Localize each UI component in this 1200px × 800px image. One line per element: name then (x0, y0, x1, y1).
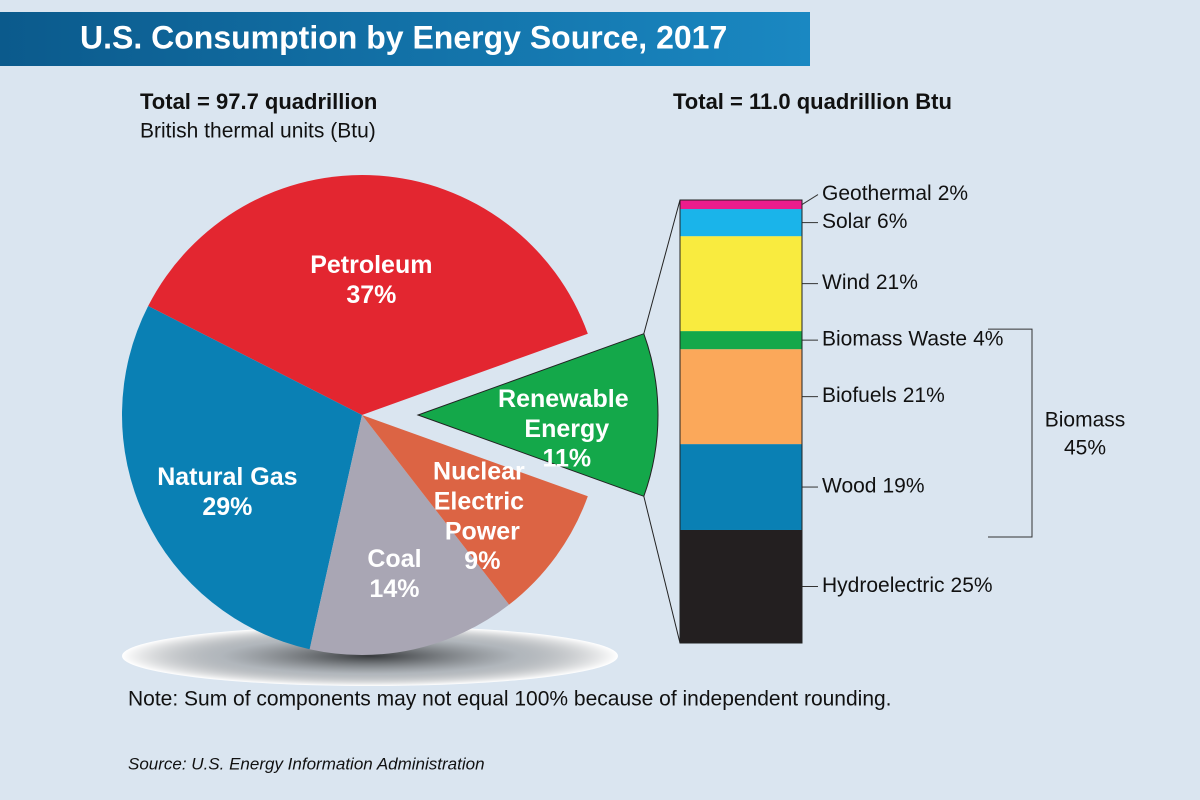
slice-value-label: 37% (346, 281, 396, 309)
source: Source: U.S. Energy Information Administ… (128, 754, 485, 773)
connector (643, 496, 681, 644)
pie-slice (416, 333, 659, 497)
pie-shadow (122, 626, 618, 686)
segment-value-label: 2% (938, 182, 968, 205)
segment-label: Hydroelectric (822, 574, 945, 597)
group-bracket (988, 328, 1033, 538)
note: Note: Sum of components may not equal 10… (128, 688, 892, 711)
bar-outline (679, 199, 803, 644)
group-value-label: 45% (1064, 437, 1106, 460)
bar-segment (680, 331, 802, 350)
pie-slice (148, 174, 588, 415)
pie-slice (121, 306, 362, 650)
connector (643, 199, 681, 334)
segment-label: Wind (822, 271, 870, 294)
slice-value-label: 9% (464, 547, 500, 575)
bar-segment (680, 236, 802, 332)
bar-segment (680, 444, 802, 530)
segment-value-label: 19% (882, 475, 924, 498)
segment-value-label: 6% (877, 210, 907, 233)
slice-label: Natural Gas (157, 463, 297, 491)
segment-value-label: 25% (951, 574, 993, 597)
segment-label: Biomass Waste (822, 328, 967, 351)
bar-segment (680, 209, 802, 237)
pie-total: Total = 97.7 quadrillion (140, 89, 377, 114)
slice-label: Petroleum (310, 251, 432, 279)
segment-label: Biofuels (822, 384, 897, 407)
segment-label: Solar (822, 210, 871, 233)
bar-segment (680, 200, 802, 210)
title-band (0, 12, 810, 66)
leader-line (801, 194, 819, 205)
slice-label: Renewable Energy (498, 385, 636, 443)
slice-label: Nuclear Electric Power (433, 457, 532, 545)
slice-value-label: 29% (202, 493, 252, 521)
slice-value-label: 14% (369, 575, 419, 603)
bar-subtitle: Total = 11.0 quadrillion Btu (673, 89, 952, 114)
title: U.S. Consumption by Energy Source, 2017 (80, 19, 727, 55)
segment-label: Geothermal (822, 182, 932, 205)
segment-value-label: 21% (903, 384, 945, 407)
segment-value-label: 21% (876, 271, 918, 294)
pie-slice (309, 415, 510, 655)
segment-label: Wood (822, 475, 876, 498)
bar-segment (680, 529, 802, 643)
group-label: Biomass (1045, 409, 1126, 432)
segment-value-label: 4% (973, 328, 1003, 351)
pie-slice (362, 415, 588, 605)
slice-value-label: 11% (542, 445, 591, 473)
pie-subtitle: British thermal units (Btu) (140, 120, 376, 143)
slice-label: Coal (367, 545, 421, 573)
bar-segment (680, 349, 802, 445)
